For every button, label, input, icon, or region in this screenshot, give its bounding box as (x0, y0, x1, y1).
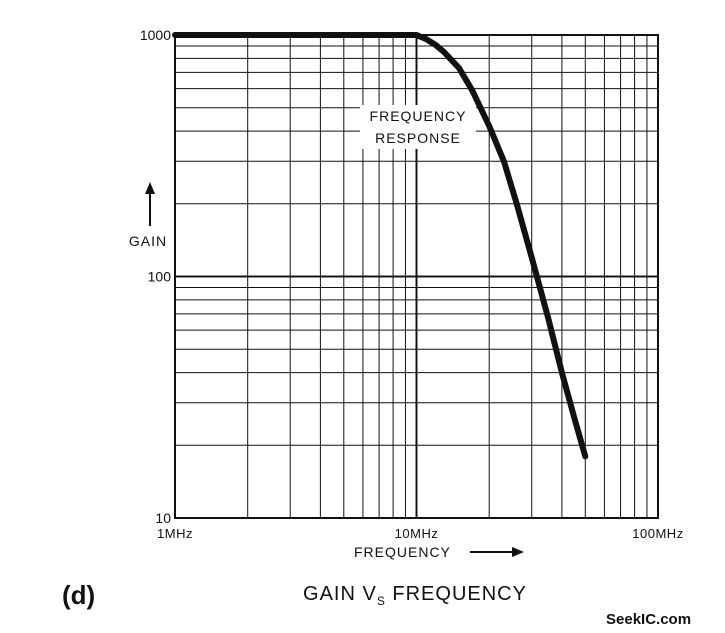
y-axis-arrow-icon (145, 182, 155, 194)
x-axis-label-group: FREQUENCY (354, 544, 524, 560)
frequency-response-curve (172, 32, 589, 460)
y-tick-label: 100 (148, 269, 172, 285)
watermark: SeekIC.com (606, 611, 691, 628)
y-axis-label-group: GAIN (129, 182, 167, 249)
y-axis-label: GAIN (129, 233, 167, 249)
x-tick-label: 1MHz (157, 526, 193, 541)
chart-title-post: FREQUENCY (386, 583, 527, 605)
x-tick-label: 10MHz (395, 526, 439, 541)
chart-title-subscript: S (377, 594, 386, 608)
chart-title: GAIN VS FREQUENCY (303, 583, 527, 608)
annotation-label-line-1: FREQUENCY (370, 108, 467, 124)
x-axis-label: FREQUENCY (354, 544, 451, 560)
y-tick-label: 1000 (140, 27, 171, 43)
chart-title-pre: GAIN V (303, 583, 377, 605)
annotation-background (360, 105, 476, 149)
x-tick-label: 100MHz (632, 526, 683, 541)
x-axis-arrow-icon (512, 547, 524, 557)
panel-label: (d) (62, 580, 95, 610)
y-tick-label: 10 (155, 510, 171, 526)
tick-labels: 1MHz 10MHz 100MHz 10 100 1000 (140, 27, 683, 541)
annotation-label-line-2: RESPONSE (375, 130, 461, 146)
